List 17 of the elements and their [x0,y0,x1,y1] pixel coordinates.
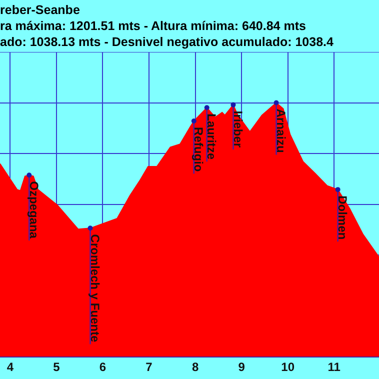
x-tick-label: 8 [192,360,199,374]
x-tick-label: 5 [53,360,60,374]
annotation: Cromlech y Fuente [88,234,102,343]
x-tick-label: 4 [6,360,14,374]
annotation: Arnaizu [274,108,288,153]
x-tick-label: 6 [99,360,106,374]
x-tick-label: 11 [328,360,341,374]
annotation: Irieber [230,110,245,148]
annotation: Ozpegana [26,181,41,239]
annotation: Refugio [192,127,206,172]
chart-title: reber-Seanbe [0,2,81,18]
annotation: Dolmen [336,196,350,240]
x-tick-label: 7 [146,360,153,374]
x-tick-label: 9 [238,360,246,374]
chart-subtitle: ra máxima: 1201.51 mts - Altura mínima: 640.84 mts ado: 1038.13 mts - Desnivel negativo acumulado: 1038.4 [0,18,334,50]
annotation: Lauritze [204,114,219,160]
x-tick-label: 10 [281,360,295,374]
